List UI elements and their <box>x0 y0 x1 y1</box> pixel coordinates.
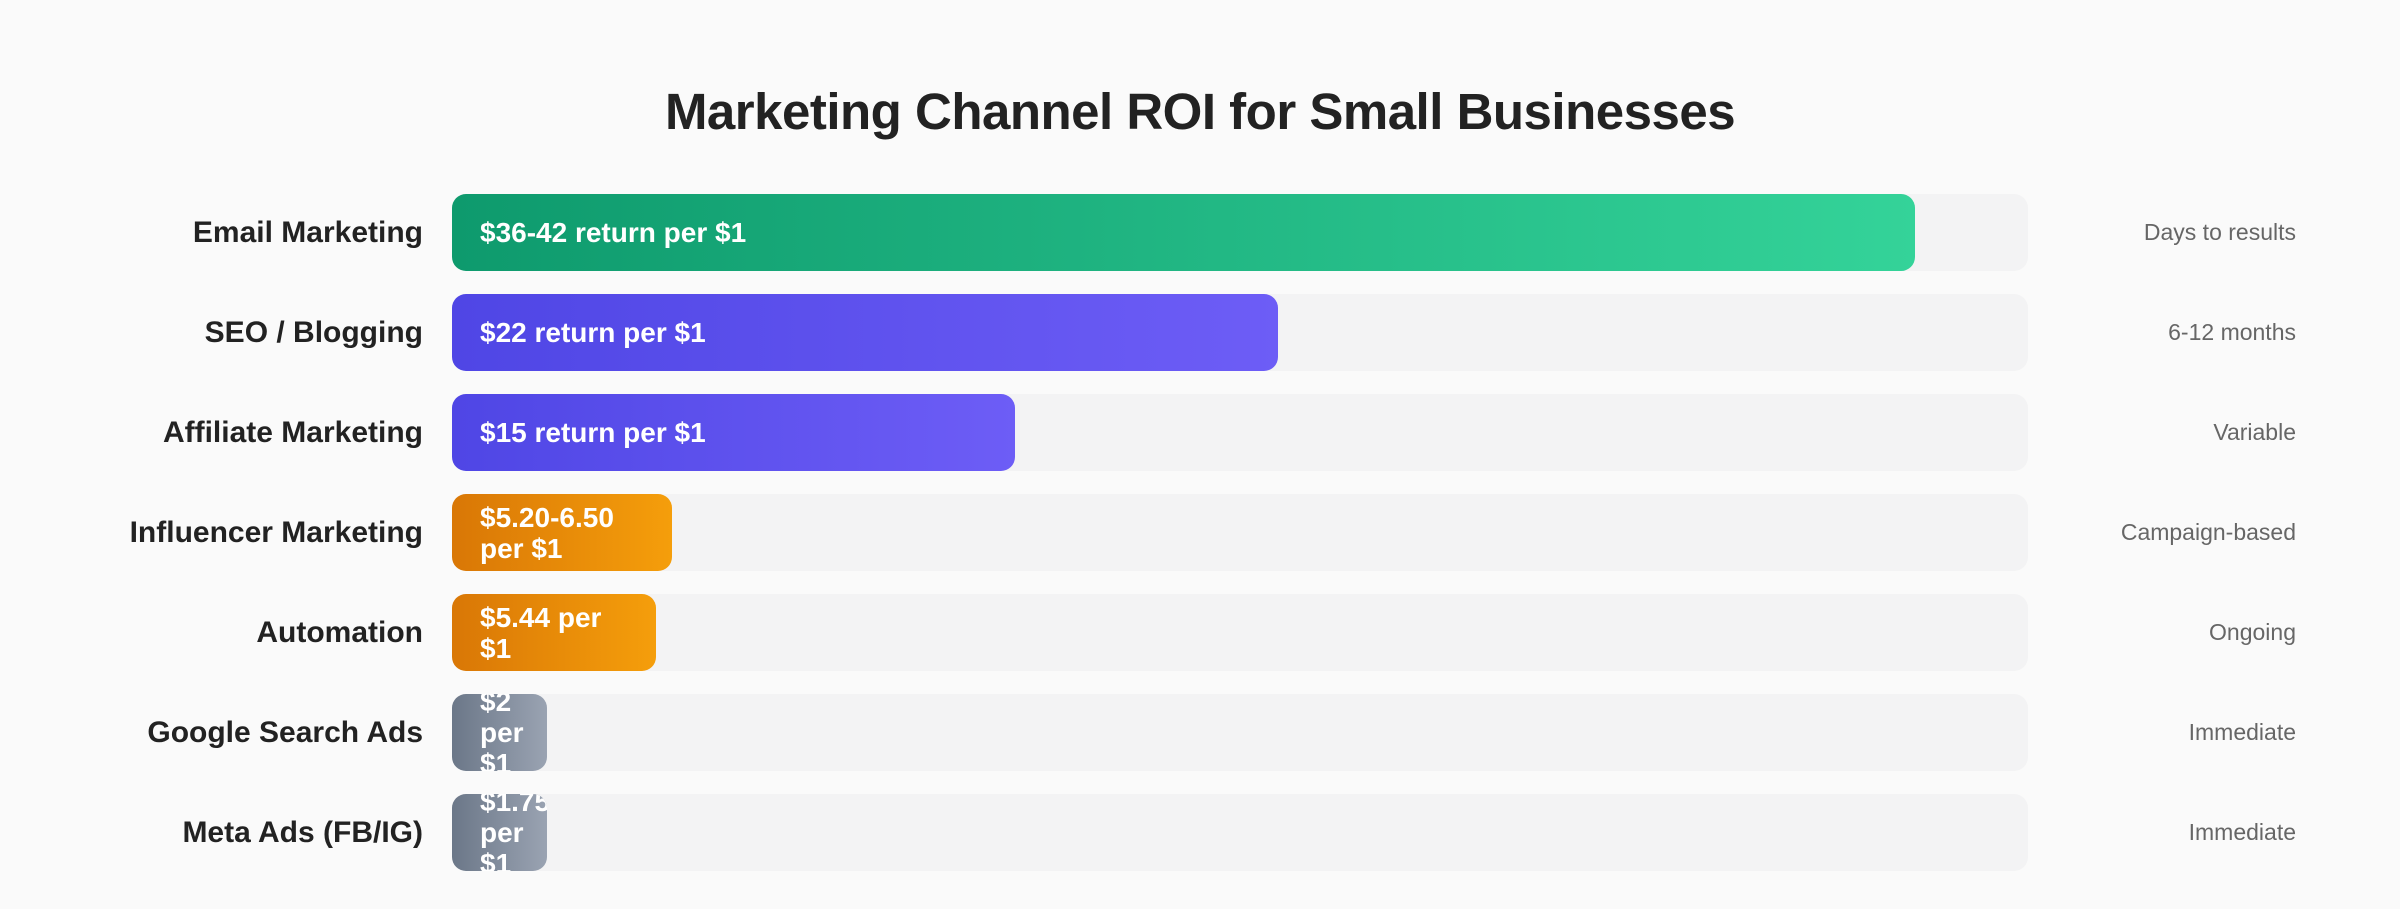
time-to-results-note: Ongoing <box>2209 619 2296 645</box>
bar-row-google-search-ads: Google Search Ads $2 per $1 Immediate <box>0 694 2400 771</box>
bar-track: $5.44 per $1 <box>452 594 2028 671</box>
bar-value-label: $36-42 return per $1 <box>480 217 747 248</box>
bar-track: $22 return per $1 <box>452 294 2028 371</box>
category-label: Affiliate Marketing <box>162 415 423 449</box>
category-label: SEO / Blogging <box>204 315 423 349</box>
category-label: Meta Ads (FB/IG) <box>182 815 423 849</box>
bar-row-email-marketing: Email Marketing $36-42 return per $1 Days … <box>0 194 2400 271</box>
bar-value-label: $1.75 per $1 <box>480 794 547 871</box>
time-to-results-note: Variable <box>2213 419 2296 445</box>
time-to-results-note: Campaign-based <box>2120 519 2296 545</box>
bar-track: $2 per $1 <box>452 694 2028 771</box>
bar-row-seo-blogging: SEO / Blogging $22 return per $1 6-12 mont… <box>0 294 2400 371</box>
bar-track: $1.75 per $1 <box>452 794 2028 871</box>
bar-row-affiliate-marketing: Affiliate Marketing $15 return per $1 Vari… <box>0 394 2400 471</box>
bar-track: $36-42 return per $1 <box>452 194 2028 271</box>
time-to-results-note: 6-12 months <box>2168 319 2296 345</box>
bar: $15 return per $1 <box>452 394 1015 471</box>
category-label: Influencer Marketing <box>129 515 423 549</box>
bar-value-label: $5.20-6.50 per $1 <box>480 501 614 564</box>
bar-value-label: $15 return per $1 <box>480 417 706 448</box>
category-label: Automation <box>256 615 423 649</box>
bar-value-label: $5.44 per $1 <box>480 601 602 664</box>
bar: $5.20-6.50 per $1 <box>452 494 672 571</box>
bar-track: $5.20-6.50 per $1 <box>452 494 2028 571</box>
bar-row-influencer-marketing: Influencer Marketing $5.20-6.50 per $1 Cam… <box>0 494 2400 571</box>
category-label: Google Search Ads <box>147 715 423 749</box>
bar-row-automation: Automation $5.44 per $1 Ongoing <box>0 594 2400 671</box>
bar-track: $15 return per $1 <box>452 394 2028 471</box>
bar: $2 per $1 <box>452 694 547 771</box>
bar: $36-42 return per $1 <box>452 194 1915 271</box>
bar: $5.44 per $1 <box>452 594 656 671</box>
bar-value-label: $22 return per $1 <box>480 317 706 348</box>
category-label: Email Marketing <box>192 215 423 249</box>
bar-value-label: $2 per $1 <box>480 694 524 771</box>
time-to-results-note: Immediate <box>2188 719 2296 745</box>
bar-row-meta-ads-fb-ig: Meta Ads (FB/IG) $1.75 per $1 Immediate <box>0 794 2400 871</box>
chart-title: Marketing Channel ROI for Small Business… <box>664 83 1736 140</box>
bar: $22 return per $1 <box>452 294 1278 371</box>
bar: $1.75 per $1 <box>452 794 547 871</box>
time-to-results-note: Immediate <box>2188 819 2296 845</box>
time-to-results-note: Days to results <box>2143 219 2296 245</box>
